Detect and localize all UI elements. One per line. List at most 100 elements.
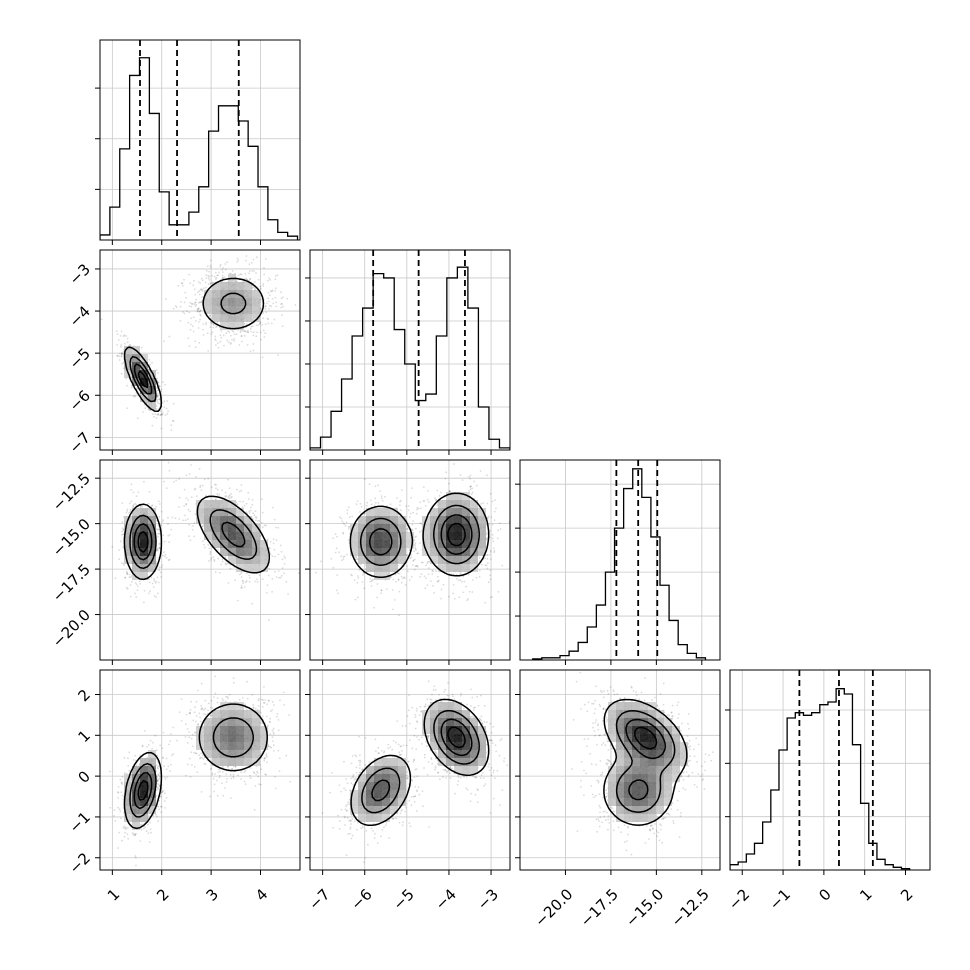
sample-point xyxy=(128,511,131,514)
sample-point xyxy=(157,528,160,531)
sample-point xyxy=(453,598,456,600)
sample-point xyxy=(281,325,284,328)
sample-point xyxy=(271,590,273,593)
sample-point xyxy=(121,533,123,536)
sample-point xyxy=(427,561,429,563)
sample-point xyxy=(157,557,160,559)
sample-point xyxy=(215,276,218,279)
sample-point xyxy=(116,354,119,357)
sample-point xyxy=(121,352,123,354)
sample-point xyxy=(244,330,246,333)
sample-point xyxy=(267,322,270,325)
sample-point xyxy=(369,577,372,580)
sample-point xyxy=(217,557,220,560)
sample-point xyxy=(435,570,437,573)
sample-point xyxy=(358,569,361,571)
sample-point xyxy=(266,584,269,586)
sample-point xyxy=(132,395,135,398)
density-cell xyxy=(244,548,252,556)
sample-point xyxy=(280,297,283,300)
contour-line xyxy=(137,370,149,389)
sample-point xyxy=(188,523,191,526)
sample-point xyxy=(423,500,426,502)
density-cell xyxy=(220,508,228,516)
sample-point xyxy=(249,270,251,272)
sample-point xyxy=(397,572,399,575)
sample-point xyxy=(416,564,419,567)
sample-point xyxy=(347,525,350,528)
density-cell xyxy=(244,556,252,564)
sample-point xyxy=(231,270,234,272)
sample-point xyxy=(256,331,258,334)
density-cell xyxy=(212,290,220,298)
sample-point xyxy=(342,522,345,524)
density-cell xyxy=(204,306,212,314)
sample-point xyxy=(122,335,125,337)
sample-point xyxy=(400,499,402,502)
sample-point xyxy=(415,565,418,567)
density-cell xyxy=(252,290,260,298)
sample-point xyxy=(200,277,203,280)
sample-point xyxy=(445,471,448,474)
density-cell xyxy=(228,322,236,330)
sample-point xyxy=(424,504,427,507)
sample-point xyxy=(225,495,228,498)
sample-point xyxy=(157,413,160,416)
sample-point xyxy=(363,478,366,480)
sample-point xyxy=(399,504,401,506)
sample-point xyxy=(170,424,173,427)
sample-point xyxy=(233,333,236,336)
sample-point xyxy=(167,534,170,537)
density-cell xyxy=(228,314,236,322)
sample-point xyxy=(209,553,211,555)
sample-point xyxy=(406,528,409,531)
sample-point xyxy=(224,268,227,271)
sample-point xyxy=(190,305,193,308)
sample-point xyxy=(122,533,125,536)
sample-point xyxy=(207,283,210,285)
sample-point xyxy=(195,298,198,301)
density-cell xyxy=(140,532,148,540)
sample-point xyxy=(281,558,284,561)
sample-point xyxy=(260,298,263,300)
sample-point xyxy=(372,578,375,581)
sample-point xyxy=(134,395,137,398)
sample-point xyxy=(492,540,495,543)
sample-point xyxy=(467,598,469,600)
sample-point xyxy=(281,314,283,316)
sample-point xyxy=(246,278,249,281)
sample-point xyxy=(116,333,119,335)
sample-point xyxy=(273,548,276,551)
sample-point xyxy=(203,544,205,546)
density-cell xyxy=(124,532,132,540)
sample-point xyxy=(419,522,422,525)
sample-point xyxy=(184,514,186,517)
sample-point xyxy=(202,287,205,290)
sample-point xyxy=(348,528,350,530)
sample-point xyxy=(392,578,395,581)
sample-point xyxy=(143,589,146,592)
sample-point xyxy=(168,558,171,561)
sample-point xyxy=(172,402,175,405)
density-cell xyxy=(244,564,252,572)
sample-point xyxy=(426,562,429,564)
density-cell xyxy=(212,306,220,314)
sample-point xyxy=(415,549,417,551)
sample-point xyxy=(370,503,373,506)
sample-point xyxy=(179,305,182,308)
contour-line xyxy=(133,363,153,395)
sample-point xyxy=(156,396,159,399)
sample-point xyxy=(243,334,246,337)
sample-point xyxy=(156,549,159,552)
sample-point xyxy=(151,361,154,364)
density-cell xyxy=(236,298,244,306)
sample-point xyxy=(238,490,241,493)
density-cell xyxy=(132,564,140,572)
sample-point xyxy=(436,580,439,583)
sample-point xyxy=(463,580,466,583)
sample-point xyxy=(458,596,460,599)
density-cell xyxy=(204,500,212,508)
sample-point xyxy=(193,535,196,538)
sample-point xyxy=(199,314,202,317)
